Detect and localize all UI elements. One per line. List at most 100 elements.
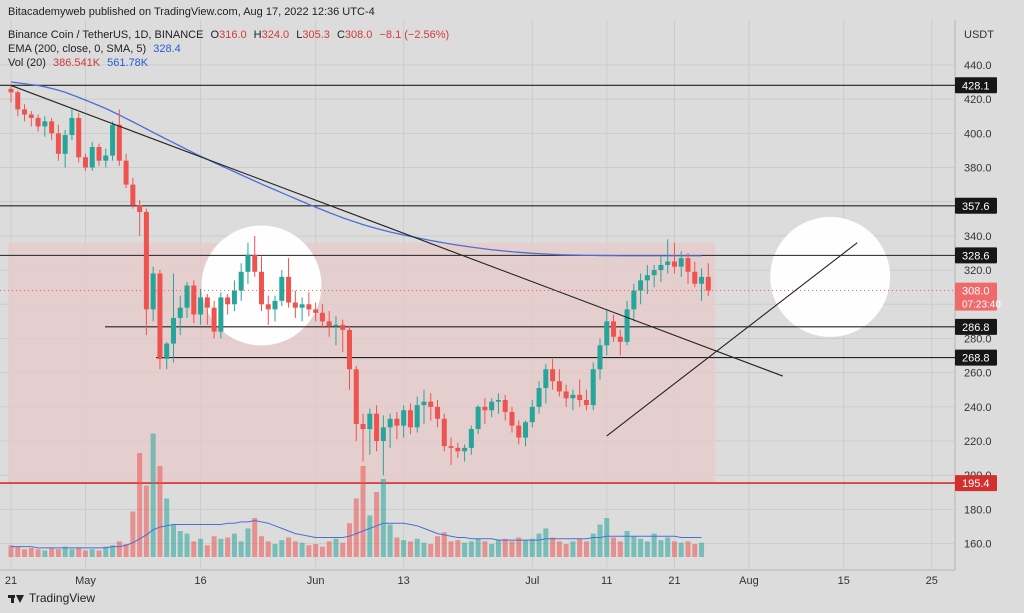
candle-body (644, 275, 650, 281)
candle-body (550, 369, 556, 382)
candle (22, 104, 28, 122)
candle-body (475, 406, 481, 430)
candle-body (225, 297, 231, 305)
tradingview-footer[interactable]: TradingView (8, 591, 95, 605)
price-chart[interactable]: 440.0420.0400.0380.0360.0340.0320.0300.0… (0, 0, 1024, 590)
candle-body (137, 205, 143, 212)
volume-bar (238, 541, 244, 557)
volume-bar (347, 523, 352, 557)
candle-body (89, 146, 95, 168)
candle-body (489, 401, 495, 411)
candle (448, 437, 454, 465)
candle (49, 117, 55, 141)
candle (326, 311, 332, 337)
candle (164, 341, 170, 370)
ohlc-close: 308.0 (344, 29, 373, 41)
candle-body (421, 401, 427, 406)
ema-line: EMA (200, close, 0, SMA, 5) 328.4 (8, 43, 185, 55)
candle (150, 266, 156, 322)
candle-body (509, 411, 515, 426)
candle (428, 393, 434, 421)
volume-bar (590, 533, 596, 557)
candle-body (604, 321, 610, 346)
candle-body (340, 324, 346, 330)
y-tick-label: 380.0 (964, 163, 992, 175)
volume-bar (96, 550, 102, 557)
countdown-label: 07:23:40 (962, 300, 1001, 311)
candle-body (671, 261, 677, 267)
ohlc-low: 305.3 (302, 29, 330, 41)
volume-bar (218, 538, 224, 557)
y-tick-label: 160.0 (964, 539, 992, 551)
candle (543, 364, 549, 404)
volume-bar (69, 549, 75, 557)
y-tick-label: 320.0 (964, 265, 992, 277)
volume-bar (157, 466, 163, 557)
candle-body (699, 276, 705, 284)
volume-bar (191, 541, 197, 557)
candle (184, 282, 190, 318)
candle-body (590, 369, 596, 406)
candle (110, 121, 116, 161)
volume-bar (49, 547, 55, 557)
candle-body (367, 413, 373, 430)
y-tick-label: 420.0 (964, 94, 992, 106)
volume-bar (313, 544, 319, 557)
volume-bar (326, 541, 332, 557)
candle (678, 251, 684, 277)
candle (374, 405, 380, 452)
candle (353, 365, 359, 442)
candle (699, 268, 705, 301)
candle-body (333, 324, 339, 327)
tradingview-logo-icon (8, 593, 24, 603)
candle (340, 319, 346, 353)
candle-body (523, 422, 529, 438)
x-tick-label: Jul (525, 575, 539, 587)
candle (28, 111, 34, 127)
candle (631, 283, 637, 322)
candle (62, 129, 68, 168)
volume-bar (435, 536, 441, 557)
candle-body (143, 211, 149, 310)
candle (523, 420, 529, 447)
candle-body (265, 304, 271, 310)
price-axis-label: 286.8 (962, 322, 990, 334)
candle-body (82, 157, 88, 168)
candle-body (577, 394, 583, 400)
candle (272, 295, 278, 322)
candle-body (49, 121, 55, 134)
volume-bar (556, 541, 562, 557)
candle-body (705, 276, 711, 291)
ema-200-line (10, 81, 702, 257)
volume-ma-line (11, 520, 702, 549)
candle-body (177, 307, 183, 318)
candle-body (191, 285, 197, 315)
volume-bar (658, 540, 664, 557)
ema-value: 328.4 (153, 43, 181, 55)
volume-bar (665, 537, 671, 557)
price-axis-badge (955, 282, 997, 311)
volume-bar (319, 546, 325, 557)
volume-bar (448, 541, 454, 557)
volume-bar (245, 528, 251, 557)
candle-body (55, 133, 61, 154)
candle-body (306, 304, 312, 310)
volume-bar (198, 538, 204, 557)
candle (116, 109, 122, 166)
x-tick-label: 15 (838, 575, 850, 587)
candle (319, 304, 325, 329)
candle-body (252, 254, 258, 272)
candle (76, 112, 82, 163)
volume-bar (414, 538, 420, 557)
volume-bar (624, 531, 630, 557)
ohlc-h-label: H (253, 29, 262, 41)
candle (8, 85, 14, 103)
candle (671, 242, 677, 274)
candle-body (22, 109, 28, 115)
candle-body (150, 273, 156, 310)
candle-body (198, 297, 204, 315)
candle (692, 261, 698, 288)
price-axis-label: 328.6 (962, 250, 990, 262)
volume-bar (380, 479, 386, 557)
candle (536, 381, 542, 414)
